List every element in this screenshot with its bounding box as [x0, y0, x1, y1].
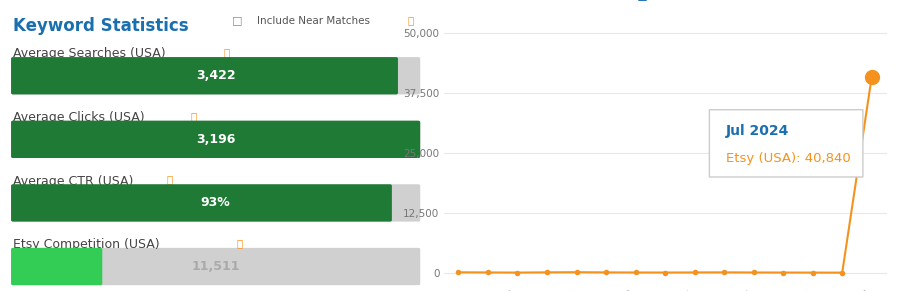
Text: Jul 2024: Jul 2024 [725, 124, 789, 138]
Text: ⓘ: ⓘ [408, 16, 414, 26]
Text: 11,511: 11,511 [192, 260, 240, 273]
Text: ⓘ: ⓘ [166, 175, 172, 184]
Text: Search Trend (USA)  ⓘ: Search Trend (USA) ⓘ [444, 0, 647, 2]
Text: 3,422: 3,422 [196, 69, 236, 82]
FancyBboxPatch shape [11, 121, 420, 158]
Text: Etsy (USA): 40,840: Etsy (USA): 40,840 [725, 152, 850, 165]
FancyBboxPatch shape [11, 184, 420, 222]
Text: Keyword Statistics: Keyword Statistics [14, 17, 189, 35]
FancyBboxPatch shape [11, 121, 420, 158]
Text: Average Clicks (USA): Average Clicks (USA) [14, 111, 145, 124]
FancyBboxPatch shape [11, 184, 392, 222]
Text: 3,196: 3,196 [196, 133, 235, 146]
Text: Etsy Competition (USA): Etsy Competition (USA) [14, 238, 160, 251]
Text: ⓘ: ⓘ [224, 47, 230, 57]
Text: □: □ [232, 16, 243, 26]
FancyBboxPatch shape [11, 248, 420, 285]
Text: ⓘ: ⓘ [237, 238, 243, 248]
FancyBboxPatch shape [11, 248, 103, 285]
FancyBboxPatch shape [11, 57, 398, 95]
FancyBboxPatch shape [709, 110, 863, 177]
Text: Average Searches (USA): Average Searches (USA) [14, 47, 166, 61]
Text: Average CTR (USA): Average CTR (USA) [14, 175, 133, 188]
Text: 93%: 93% [201, 196, 230, 210]
Text: Include Near Matches: Include Near Matches [257, 16, 370, 26]
FancyBboxPatch shape [11, 57, 420, 95]
Text: ⓘ: ⓘ [191, 111, 197, 121]
